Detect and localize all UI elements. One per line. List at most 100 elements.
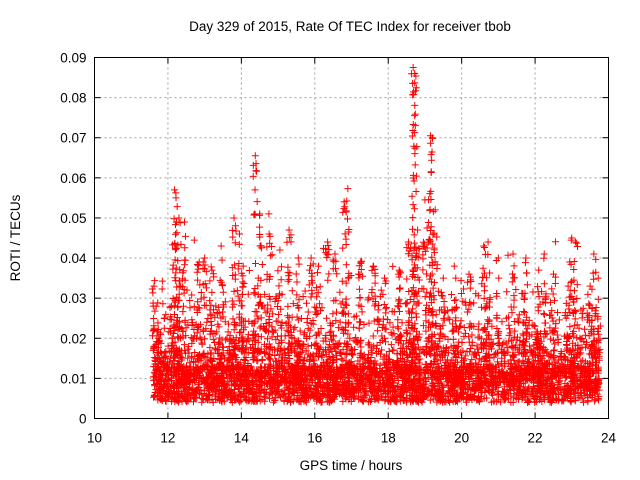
data-point bbox=[251, 211, 259, 219]
data-point bbox=[233, 287, 241, 295]
data-point bbox=[262, 320, 270, 328]
data-point bbox=[514, 315, 522, 323]
data-point bbox=[426, 272, 434, 280]
data-point bbox=[389, 262, 397, 270]
data-point bbox=[239, 291, 247, 299]
data-point bbox=[173, 203, 181, 211]
data-point bbox=[190, 357, 198, 365]
data-point bbox=[489, 339, 497, 347]
data-point bbox=[251, 290, 259, 298]
data-point bbox=[540, 311, 548, 319]
data-point bbox=[207, 263, 215, 271]
data-point bbox=[278, 319, 286, 327]
data-point bbox=[253, 167, 261, 175]
data-point bbox=[421, 306, 429, 314]
data-point bbox=[454, 328, 462, 336]
data-point bbox=[230, 287, 238, 295]
data-point bbox=[452, 296, 460, 304]
data-point bbox=[512, 286, 520, 294]
data-point bbox=[235, 240, 243, 248]
data-point bbox=[462, 329, 470, 337]
data-point bbox=[411, 101, 419, 109]
data-point bbox=[258, 356, 266, 364]
data-point bbox=[355, 274, 363, 282]
data-point bbox=[339, 244, 347, 252]
data-point bbox=[160, 324, 168, 332]
data-point bbox=[278, 263, 286, 271]
data-point bbox=[449, 335, 457, 343]
data-point bbox=[581, 325, 589, 333]
data-point bbox=[409, 214, 417, 222]
data-point bbox=[409, 201, 417, 209]
data-point bbox=[426, 396, 434, 404]
data-point bbox=[454, 358, 462, 366]
data-point bbox=[252, 260, 260, 268]
data-point bbox=[176, 219, 184, 227]
data-point bbox=[503, 344, 511, 352]
data-point bbox=[181, 232, 189, 240]
data-point bbox=[388, 346, 396, 354]
data-point bbox=[338, 325, 346, 333]
data-point bbox=[267, 252, 275, 260]
data-point bbox=[249, 356, 257, 364]
data-point bbox=[202, 284, 210, 292]
data-point bbox=[515, 311, 523, 319]
data-point bbox=[296, 327, 304, 335]
data-point bbox=[402, 300, 410, 308]
data-point bbox=[466, 345, 474, 353]
data-point bbox=[311, 303, 319, 311]
data-point bbox=[382, 309, 390, 317]
data-point bbox=[457, 289, 465, 297]
data-point bbox=[386, 319, 394, 327]
data-point bbox=[256, 223, 264, 231]
data-point bbox=[251, 186, 259, 194]
data-point bbox=[167, 328, 175, 336]
data-point bbox=[505, 321, 513, 329]
data-point bbox=[411, 112, 419, 120]
data-point bbox=[169, 265, 177, 273]
data-points bbox=[148, 64, 604, 406]
data-point bbox=[236, 359, 244, 367]
data-point bbox=[150, 314, 158, 322]
data-point bbox=[277, 332, 285, 340]
data-point bbox=[465, 333, 473, 341]
data-point bbox=[325, 246, 333, 254]
data-point bbox=[172, 230, 180, 238]
data-point bbox=[430, 244, 438, 252]
data-point bbox=[181, 261, 189, 269]
data-point bbox=[295, 260, 303, 268]
data-point bbox=[179, 308, 187, 316]
data-point bbox=[186, 304, 194, 312]
data-point bbox=[207, 318, 215, 326]
data-point bbox=[403, 299, 411, 307]
data-point bbox=[405, 288, 413, 296]
data-point bbox=[573, 334, 581, 342]
data-point bbox=[457, 277, 465, 285]
data-point bbox=[232, 222, 240, 230]
data-point bbox=[244, 331, 252, 339]
data-point bbox=[411, 110, 419, 118]
data-point bbox=[422, 327, 430, 335]
data-point bbox=[329, 310, 337, 318]
data-point bbox=[377, 286, 385, 294]
data-point bbox=[173, 229, 181, 237]
data-point bbox=[428, 156, 436, 164]
data-point bbox=[468, 331, 476, 339]
data-point bbox=[158, 277, 166, 285]
data-point bbox=[358, 308, 366, 316]
data-point bbox=[193, 268, 201, 276]
data-point bbox=[219, 288, 227, 296]
data-point bbox=[333, 270, 341, 278]
data-point bbox=[238, 338, 246, 346]
data-point bbox=[504, 251, 512, 259]
data-point bbox=[342, 240, 350, 248]
data-point bbox=[338, 277, 346, 285]
data-point bbox=[356, 285, 364, 293]
data-point bbox=[396, 284, 404, 292]
data-point bbox=[292, 270, 300, 278]
data-point bbox=[385, 348, 393, 356]
data-point bbox=[432, 351, 440, 359]
data-point bbox=[211, 313, 219, 321]
data-point bbox=[515, 318, 523, 326]
